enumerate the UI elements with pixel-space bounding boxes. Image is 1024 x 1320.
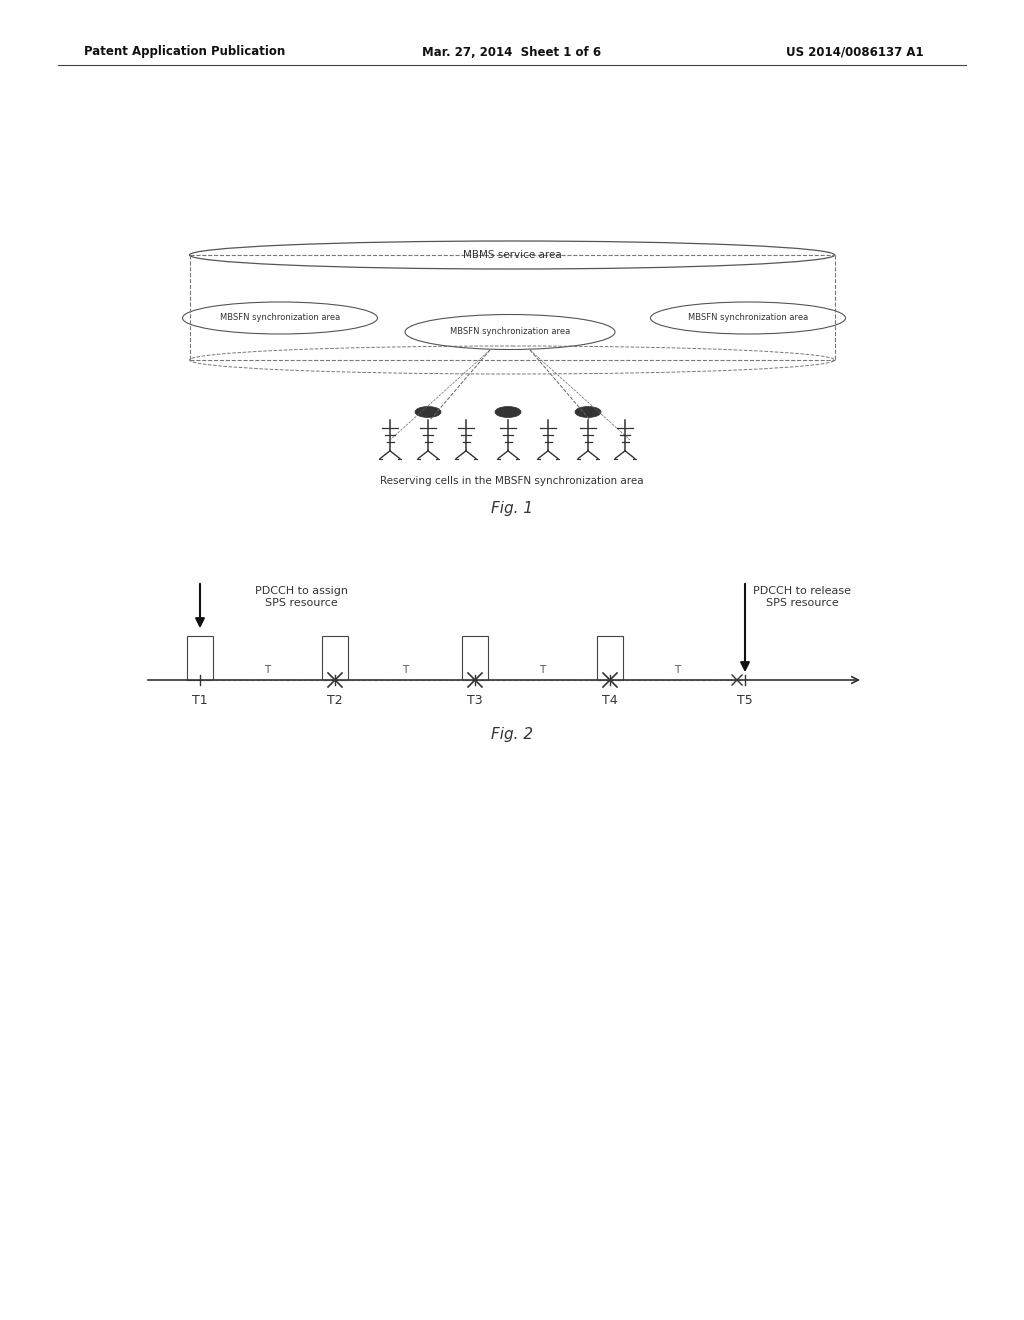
Text: T4: T4 — [602, 693, 617, 706]
Text: MBSFN synchronization area: MBSFN synchronization area — [220, 314, 340, 322]
Ellipse shape — [575, 407, 601, 417]
Text: MBSFN synchronization area: MBSFN synchronization area — [450, 327, 570, 337]
Text: PDCCH to assign
SPS resource: PDCCH to assign SPS resource — [255, 586, 348, 607]
Text: MBMS service area: MBMS service area — [463, 249, 561, 260]
Text: T: T — [675, 665, 681, 675]
Text: MBSFN synchronization area: MBSFN synchronization area — [688, 314, 808, 322]
Text: T: T — [264, 665, 270, 675]
Text: T: T — [540, 665, 546, 675]
Text: T5: T5 — [737, 693, 753, 706]
Bar — [462, 636, 488, 680]
Ellipse shape — [415, 407, 441, 417]
Text: T2: T2 — [328, 693, 343, 706]
Text: Fig. 1: Fig. 1 — [490, 502, 534, 516]
Bar — [187, 636, 213, 680]
Text: Mar. 27, 2014  Sheet 1 of 6: Mar. 27, 2014 Sheet 1 of 6 — [423, 45, 601, 58]
Text: T1: T1 — [193, 693, 208, 706]
Text: Patent Application Publication: Patent Application Publication — [84, 45, 286, 58]
Text: US 2014/0086137 A1: US 2014/0086137 A1 — [786, 45, 924, 58]
Text: T: T — [401, 665, 409, 675]
Bar — [322, 636, 348, 680]
Text: Fig. 2: Fig. 2 — [490, 727, 534, 742]
Text: PDCCH to release
SPS resource: PDCCH to release SPS resource — [753, 586, 851, 607]
Ellipse shape — [495, 407, 521, 417]
Text: T3: T3 — [467, 693, 482, 706]
Bar — [597, 636, 623, 680]
Text: Reserving cells in the MBSFN synchronization area: Reserving cells in the MBSFN synchroniza… — [380, 475, 644, 486]
